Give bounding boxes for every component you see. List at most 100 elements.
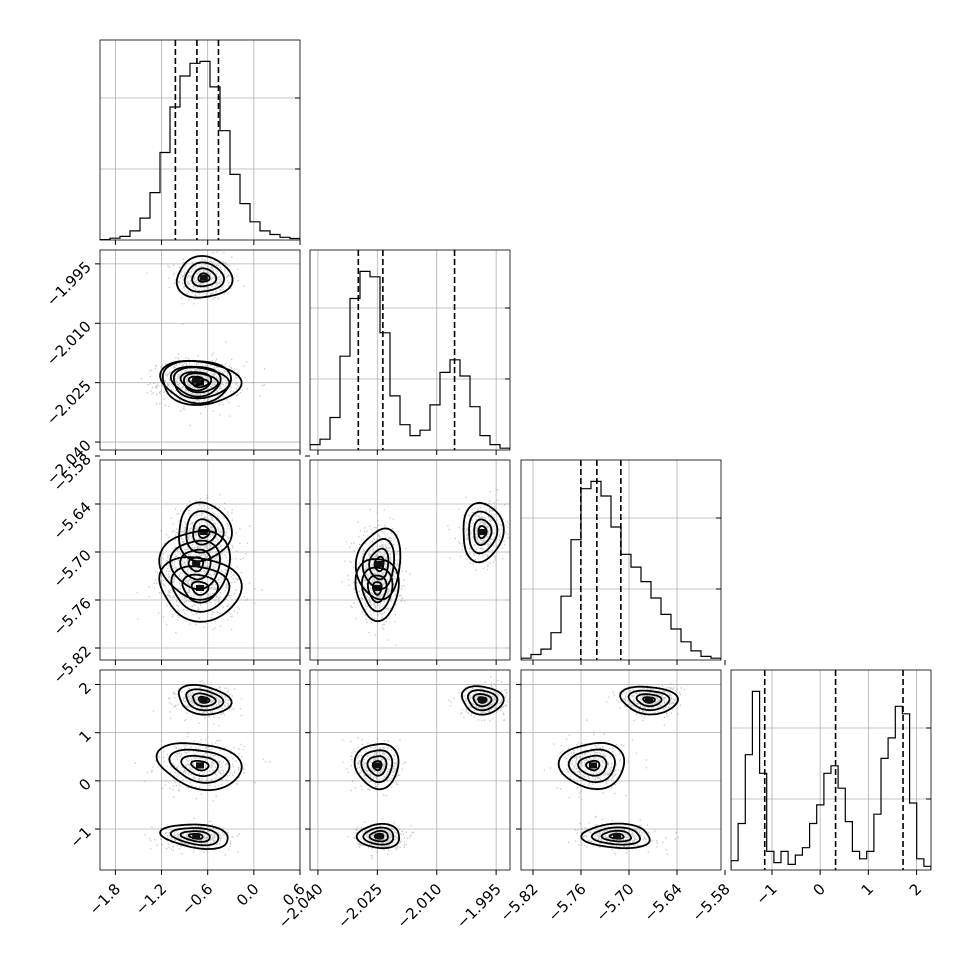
density-contour [159, 360, 233, 405]
density-peak [199, 529, 208, 535]
density-peak [196, 762, 204, 769]
density-contour [187, 556, 204, 573]
x-tick-label: −2.025 [334, 880, 386, 932]
density-contour [362, 826, 395, 846]
density-contour [169, 827, 220, 847]
density-contour [462, 501, 505, 564]
panel-frame [309, 669, 511, 871]
panel-frame [309, 249, 511, 451]
density-contour [169, 365, 222, 398]
density-contour [577, 754, 608, 777]
density-contour [169, 539, 221, 591]
y-tick-label: −5.76 [50, 594, 95, 639]
x-tick-label: −5.82 [497, 880, 542, 925]
density-contour [179, 548, 212, 581]
density-contour [360, 749, 394, 784]
x-tick-label: −1.8 [86, 880, 124, 918]
x-tick-label: 0 [809, 880, 828, 899]
histogram-panel-1 [309, 249, 511, 451]
contour-panel-2-1 [309, 459, 511, 661]
density-contour [600, 829, 633, 843]
density-contour [172, 366, 231, 400]
y-tick-label: −5.70 [50, 546, 95, 591]
x-tick-label: −1.995 [453, 880, 505, 932]
x-tick-label: −5.58 [689, 880, 734, 925]
density-peak [196, 585, 204, 591]
x-tick-label: −1 [752, 880, 780, 908]
density-peak [199, 274, 208, 281]
density-contour [371, 760, 383, 772]
density-peak [589, 762, 597, 769]
density-contour [179, 371, 213, 392]
density-contour [373, 555, 385, 573]
y-tick-label: 2 [75, 679, 94, 698]
y-tick-label: −5.64 [50, 498, 95, 543]
density-contour [580, 822, 651, 850]
density-contour [178, 501, 233, 563]
panel-frame [520, 459, 722, 661]
density-contour [635, 693, 663, 708]
x-tick-label: −5.64 [641, 880, 686, 925]
density-contour [557, 741, 626, 791]
histogram-panel-3 [730, 669, 932, 871]
scatter-points [341, 489, 510, 646]
density-contour [468, 510, 499, 555]
density-peak [375, 561, 384, 567]
x-tick-label: −1.2 [132, 880, 170, 918]
density-contour [619, 685, 679, 716]
density-contour [183, 261, 226, 293]
density-contour [361, 537, 395, 590]
density-contour [175, 255, 234, 299]
density-contour [181, 573, 219, 604]
y-tick-label: 0 [75, 775, 94, 794]
panel-frame [520, 669, 722, 871]
density-contour [191, 267, 218, 288]
x-tick-label: −5.76 [545, 880, 590, 925]
density-contour [192, 692, 217, 708]
x-tick-label: 2 [906, 880, 925, 899]
density-peak [192, 561, 201, 567]
density-peak [199, 696, 208, 703]
panel-frame [730, 669, 932, 871]
y-tick-label: −1 [66, 823, 94, 851]
density-contour [366, 755, 388, 777]
x-tick-label: 0.0 [233, 880, 263, 910]
density-peak [192, 833, 201, 840]
panel-frame [99, 669, 301, 871]
density-contour [190, 760, 210, 772]
density-contour [372, 581, 383, 596]
density-contour [590, 826, 642, 846]
density-contour [361, 566, 394, 613]
density-contour [177, 683, 233, 716]
x-tick-label: −0.6 [178, 880, 216, 918]
density-peak [478, 696, 487, 703]
density-contour [158, 529, 231, 601]
density-contour [155, 742, 243, 791]
x-tick-label: −2.010 [393, 880, 445, 932]
density-contour [460, 685, 505, 716]
histogram-panel-0 [99, 39, 301, 241]
y-tick-label: −1.995 [43, 258, 95, 310]
density-contour [197, 272, 211, 283]
density-contour [472, 692, 493, 708]
density-peak [192, 377, 201, 384]
panel-frame [309, 459, 511, 661]
density-contour [368, 547, 390, 581]
density-contour [627, 689, 671, 712]
panel-frame [99, 249, 301, 451]
y-tick-label: 1 [75, 727, 94, 746]
scatter-points [134, 680, 271, 856]
density-contour [161, 359, 243, 406]
density-contour [185, 510, 225, 554]
histogram-step [100, 60, 300, 240]
y-tick-label: −2.010 [43, 317, 95, 369]
x-tick-label: 1 [858, 880, 877, 899]
density-peak [375, 833, 384, 840]
contour-panel-3-2 [520, 669, 722, 871]
histogram-step [731, 690, 931, 870]
density-contour [355, 822, 401, 850]
histogram-step [310, 270, 510, 450]
contour-panel-3-1 [309, 669, 511, 871]
contour-panel-2-0 [99, 459, 301, 661]
